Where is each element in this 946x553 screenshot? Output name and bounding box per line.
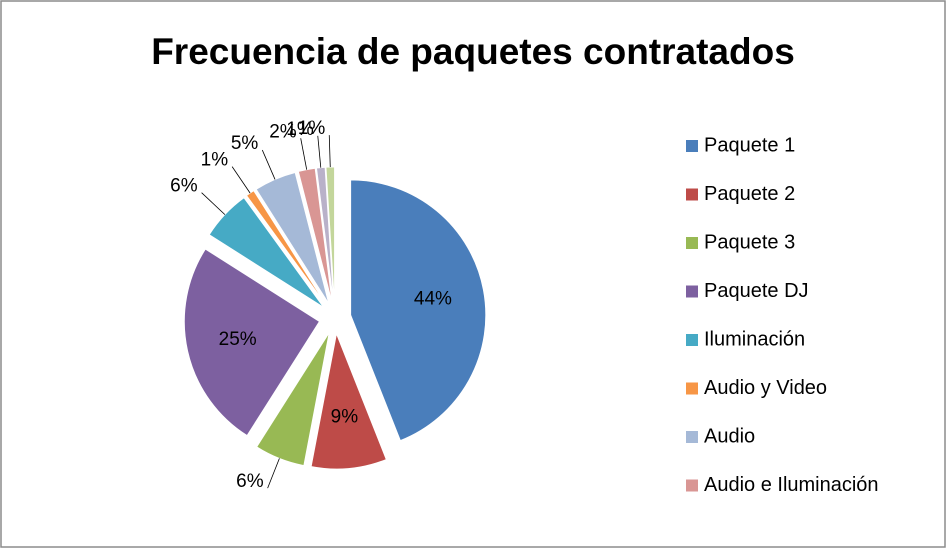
legend-label: Audio y Video: [704, 377, 827, 399]
leader-line: [201, 192, 226, 215]
leader-line: [300, 138, 308, 170]
legend-label: Audio e Iluminación: [704, 474, 879, 496]
pie-slice: [350, 179, 487, 442]
legend-label: Paquete 1: [704, 134, 795, 156]
value-label: 6%: [236, 471, 264, 492]
value-label: 2%: [269, 121, 297, 142]
legend-swatch: [686, 431, 698, 443]
pie-slice: [297, 167, 333, 303]
value-label: 25%: [219, 329, 257, 350]
pie-slice: [310, 332, 387, 470]
pie-slice: [183, 248, 320, 437]
legend-swatch: [686, 285, 698, 298]
value-label: 9%: [331, 406, 359, 427]
leader-line: [267, 458, 280, 489]
legend-label: Iluminación: [704, 328, 805, 350]
legend-swatch: [686, 479, 698, 492]
chart-title: Frecuencia de paquetes contratados: [151, 31, 795, 72]
legend-label: Audio: [704, 425, 755, 447]
value-label: 6%: [170, 176, 198, 197]
legend-label: Paquete 2: [704, 183, 795, 205]
legend-swatch: [686, 382, 698, 395]
value-label: 1%: [298, 118, 326, 139]
legend-swatch: [686, 237, 698, 249]
value-label: 44%: [414, 288, 452, 309]
pie-slice: [255, 172, 330, 304]
leader-line: [317, 135, 322, 168]
legend-swatch: [686, 334, 698, 346]
leader-line: [231, 166, 251, 194]
value-label: 5%: [231, 133, 259, 154]
leader-line: [328, 135, 331, 168]
legend-label: Paquete 3: [704, 231, 795, 253]
value-label: 1%: [286, 119, 314, 140]
legend-label: Paquete DJ: [704, 280, 809, 302]
pie-slice: [316, 166, 334, 303]
legend-swatch: [686, 140, 698, 152]
legend-swatch: [686, 188, 698, 201]
value-label: 1%: [201, 150, 229, 171]
leader-line: [261, 149, 276, 180]
